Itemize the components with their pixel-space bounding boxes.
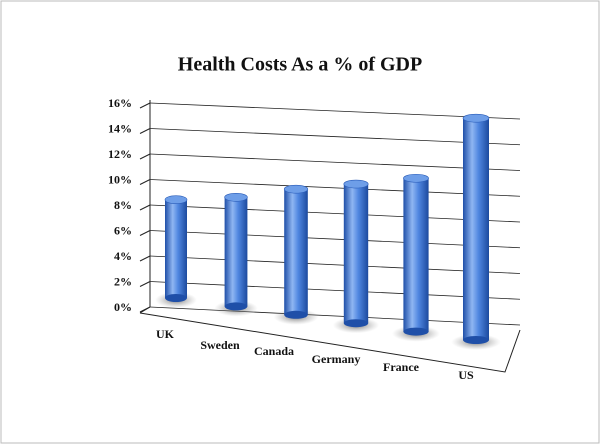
grid-line (149, 128, 521, 146)
bar-top (403, 173, 429, 183)
y-tick-label: 14% (108, 121, 132, 135)
bar-top (283, 184, 309, 194)
bar (463, 118, 489, 341)
bar-top (462, 113, 490, 123)
bar-top (224, 192, 248, 202)
x-tick-label: Canada (254, 344, 294, 358)
y-tick-label: 2% (114, 274, 132, 288)
chart-title: Health Costs As a % of GDP (178, 54, 422, 76)
bar-bottom (343, 319, 369, 328)
bar-top (343, 179, 369, 189)
bar-top (164, 195, 188, 205)
bar (284, 189, 308, 315)
y-tick-label: 8% (114, 198, 132, 212)
x-tick-label: Sweden (200, 338, 240, 352)
x-tick-label: US (458, 368, 474, 382)
y-tick-label: 4% (114, 249, 132, 263)
grid-line (149, 204, 521, 223)
tick-mark (139, 128, 151, 134)
y-tick-label: 10% (108, 172, 132, 186)
y-tick-label: 16% (108, 96, 132, 110)
x-tick-label: UK (156, 327, 175, 341)
grid-line (149, 102, 521, 120)
floor-edge (139, 312, 521, 373)
bar-bottom (463, 336, 489, 344)
tick-mark (139, 230, 151, 236)
tick-mark (139, 153, 151, 160)
tick-mark (139, 281, 151, 287)
grid-line (149, 281, 521, 300)
x-tick-label: France (383, 360, 420, 374)
x-tick-label: Germany (312, 352, 361, 366)
grid-line (149, 255, 521, 274)
bar (403, 178, 429, 332)
grid: 0% 2% 4% 6% 8% 10% 12% 14% 16% UK Sweden Canada Germ… (108, 96, 521, 382)
tick-mark (139, 306, 151, 313)
grid-line (149, 306, 521, 326)
y-tick-label: 0% (114, 300, 132, 314)
grid-line (149, 179, 521, 197)
tick-mark (139, 255, 151, 262)
bars (155, 113, 501, 350)
bar-bottom (403, 327, 429, 336)
grid-line (149, 230, 521, 249)
bar-bottom (165, 294, 187, 302)
y-tick-label: 6% (114, 223, 132, 237)
bar-bottom (224, 302, 248, 311)
bar (343, 184, 369, 324)
bar (224, 197, 248, 307)
bar-bottom (284, 310, 308, 319)
y-tick-label: 12% (108, 147, 132, 161)
bar (165, 199, 187, 298)
grid-line (149, 153, 521, 171)
tick-mark (139, 204, 151, 211)
tick-mark (139, 102, 151, 109)
tick-mark (139, 179, 151, 185)
